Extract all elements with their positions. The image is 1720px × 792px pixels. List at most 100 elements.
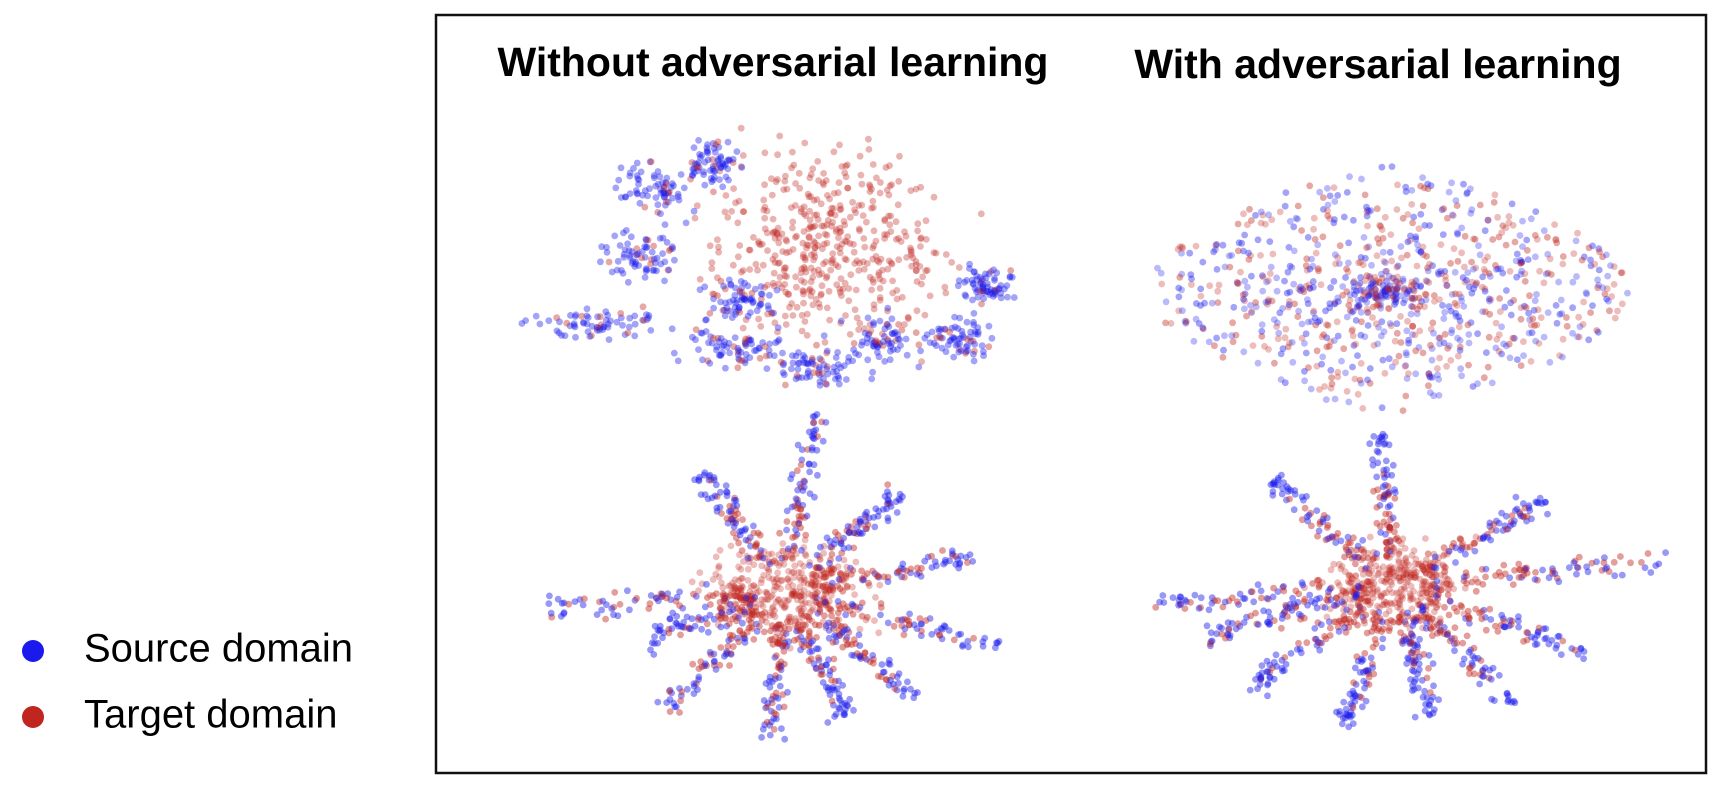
- scatter-point: [964, 347, 972, 355]
- scatter-point: [955, 631, 962, 638]
- scatter-point: [1559, 637, 1567, 645]
- scatter-point: [1443, 631, 1451, 638]
- scatter-point: [896, 497, 904, 504]
- scatter-point: [1520, 513, 1528, 521]
- scatter-point: [696, 286, 704, 294]
- scatter-point: [1425, 279, 1433, 286]
- scatter-point: [808, 446, 816, 454]
- scatter-point: [766, 351, 773, 359]
- scatter-point: [1250, 598, 1258, 606]
- scatter-point: [1350, 588, 1357, 596]
- scatter-point: [1274, 588, 1282, 595]
- scatter-point: [1243, 312, 1250, 320]
- scatter-point: [733, 592, 741, 600]
- scatter-point: [663, 594, 670, 602]
- scatter-point: [719, 159, 726, 167]
- scatter-point: [1182, 318, 1190, 325]
- scatter-point: [1345, 723, 1353, 731]
- scatter-point: [1492, 262, 1499, 269]
- scatter-point: [725, 620, 733, 628]
- scatter-point: [1472, 605, 1480, 613]
- scatter-point: [954, 282, 962, 290]
- scatter-point: [730, 343, 738, 351]
- scatter-point: [980, 352, 987, 360]
- scatter-point: [669, 243, 676, 251]
- scatter-point: [1214, 299, 1222, 306]
- scatter-point: [862, 518, 870, 525]
- scatter-point: [733, 297, 741, 304]
- scatter-point: [916, 615, 924, 622]
- scatter-point: [1508, 200, 1516, 208]
- scatter-point: [922, 236, 930, 243]
- scatter-point: [1425, 652, 1433, 659]
- scatter-point: [632, 187, 640, 194]
- scatter-point: [898, 622, 906, 630]
- scatter-point: [1296, 645, 1304, 653]
- scatter-point: [951, 323, 959, 331]
- scatter-point: [1410, 569, 1418, 577]
- scatter-point: [1415, 247, 1422, 254]
- scatter-point: [1528, 633, 1535, 641]
- scatter-point: [731, 334, 739, 341]
- scatter-point: [823, 221, 831, 229]
- scatter-point: [1361, 620, 1368, 627]
- scatter-point: [762, 352, 770, 360]
- scatter-point: [735, 539, 742, 547]
- scatter-point: [823, 661, 830, 669]
- scatter-point: [974, 286, 981, 294]
- scatter-point: [1519, 512, 1527, 520]
- scatter-point: [798, 311, 806, 319]
- scatter-point: [853, 530, 861, 538]
- scatter-point: [815, 552, 823, 560]
- scatter-point: [1594, 329, 1602, 336]
- scatter-point: [950, 334, 958, 342]
- scatter-point: [1247, 588, 1255, 596]
- scatter-point: [1465, 339, 1473, 347]
- scatter-point: [653, 254, 661, 262]
- scatter-point: [865, 330, 873, 337]
- scatter-point: [829, 256, 837, 263]
- scatter-point: [1490, 520, 1498, 528]
- scatter-point: [1423, 694, 1431, 702]
- scatter-point: [1367, 654, 1375, 662]
- scatter-point: [1419, 603, 1427, 610]
- scatter-point: [1563, 322, 1571, 330]
- scatter-point: [942, 348, 950, 356]
- scatter-point: [986, 291, 993, 298]
- scatter-point: [673, 593, 681, 601]
- scatter-point: [712, 481, 720, 489]
- scatter-point: [1385, 526, 1393, 534]
- scatter-point: [1374, 586, 1381, 593]
- scatter-point: [1571, 557, 1579, 565]
- scatter-point: [807, 264, 815, 272]
- scatter-point: [797, 269, 805, 277]
- scatter-point: [818, 667, 826, 675]
- scatter-point: [829, 584, 836, 592]
- scatter-point: [1445, 548, 1453, 555]
- scatter-point: [624, 329, 632, 337]
- scatter-point: [1348, 575, 1356, 582]
- scatter-point: [1416, 601, 1424, 608]
- scatter-point: [1323, 613, 1331, 621]
- scatter-point: [1365, 681, 1373, 688]
- scatter-point: [1322, 536, 1330, 544]
- scatter-point: [877, 611, 884, 619]
- scatter-point: [1343, 546, 1350, 554]
- scatter-point: [721, 285, 729, 293]
- scatter-point: [803, 512, 811, 520]
- scatter-point: [723, 492, 731, 500]
- scatter-point: [647, 592, 655, 599]
- scatter-point: [620, 229, 627, 237]
- scatter-point: [1325, 618, 1333, 626]
- scatter-point: [895, 256, 903, 264]
- scatter-point: [656, 173, 664, 181]
- scatter-point: [1222, 634, 1229, 642]
- scatter-point: [1469, 383, 1477, 390]
- scatter-point: [859, 338, 866, 346]
- scatter-point: [1502, 342, 1510, 350]
- scatter-point: [1367, 578, 1375, 586]
- scatter-point: [1492, 527, 1500, 534]
- scatter-point: [858, 599, 866, 607]
- scatter-point: [795, 605, 802, 613]
- scatter-point: [581, 595, 588, 603]
